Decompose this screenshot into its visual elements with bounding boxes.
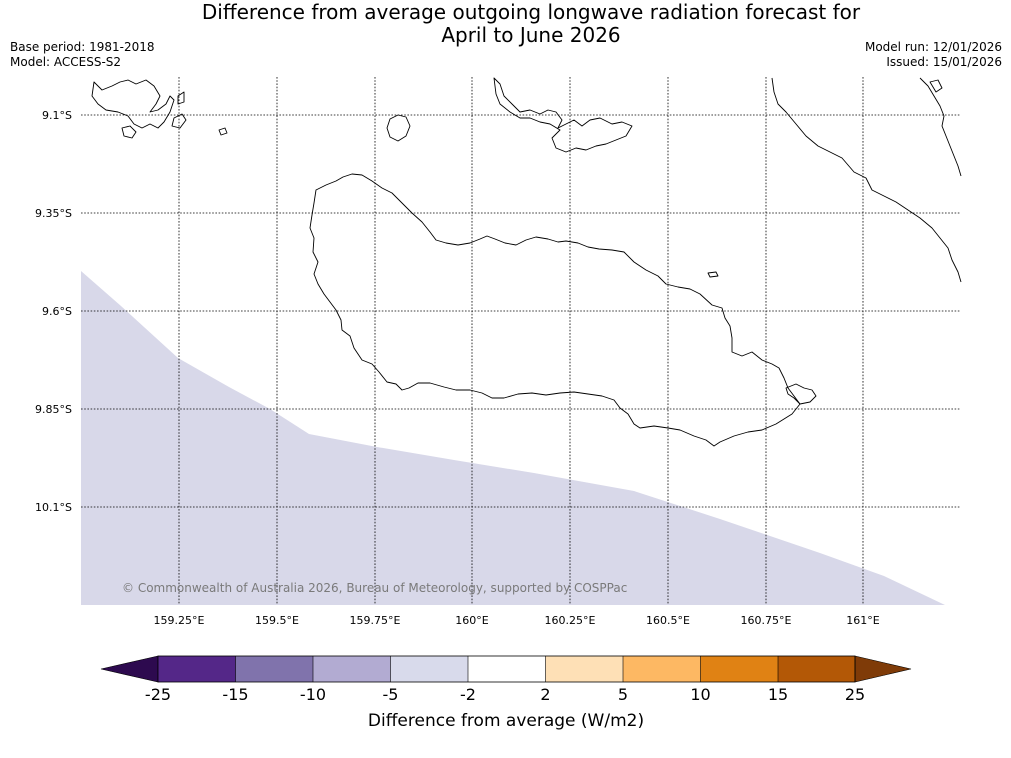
coastline-north-central-islands xyxy=(493,77,633,153)
coastline-northwest-islands xyxy=(91,79,175,129)
colorbar-bin xyxy=(468,656,546,682)
lat-tick-label: 9.1°S xyxy=(42,109,72,122)
colorbar-bin xyxy=(235,656,313,682)
lon-tick-label: 161°E xyxy=(846,614,879,627)
colorbar-label: -2 xyxy=(460,685,476,704)
lon-tick-label: 160.75°E xyxy=(741,614,792,627)
lon-tick-label: 159.75°E xyxy=(350,614,401,627)
map-area xyxy=(81,271,945,605)
title-line-2: April to June 2026 xyxy=(441,23,621,47)
coastline-northeast-coast xyxy=(771,77,962,283)
coastline-main-island xyxy=(309,173,801,447)
coastline-northwest-islet xyxy=(121,125,137,139)
coastline-northeast-islet xyxy=(929,79,943,93)
coastlines xyxy=(91,77,962,447)
base-period-text: Base period: 1981-2018 xyxy=(10,40,155,54)
colorbar-label: 15 xyxy=(768,685,788,704)
lon-tick-label: 160.25°E xyxy=(545,614,596,627)
meta-right: Model run: 12/01/2026 Issued: 15/01/2026 xyxy=(865,40,1002,70)
colorbar-bin xyxy=(158,656,236,682)
lat-tick-label: 10.1°S xyxy=(35,501,72,514)
colorbar: -25 -15 -10 -5 -2 2 5 10 15 25 Differenc… xyxy=(100,655,912,731)
coastline-northwest-islet xyxy=(177,91,185,105)
meta-left: Base period: 1981-2018 Model: ACCESS-S2 xyxy=(10,40,155,70)
lon-tick-label: 160.5°E xyxy=(646,614,690,627)
graticule xyxy=(81,77,961,605)
colorbar-label: -25 xyxy=(145,685,171,704)
colorbar-label: 10 xyxy=(690,685,710,704)
lon-tick-labels: 159.25°E 159.5°E 159.75°E 160°E 160.25°E… xyxy=(154,614,880,627)
lat-tick-label: 9.35°S xyxy=(35,207,72,220)
colorbar-bin xyxy=(623,656,701,682)
coastline-round-islet xyxy=(386,114,411,142)
lon-tick-label: 160°E xyxy=(455,614,488,627)
colorbar-under-triangle xyxy=(100,655,159,683)
chart-title: Difference from average outgoing longwav… xyxy=(0,1,1011,47)
colorbar-label: 5 xyxy=(618,685,628,704)
colorbar-bin xyxy=(545,656,623,682)
coastline-tiny-islet xyxy=(707,271,719,278)
colorbar-bin xyxy=(313,656,391,682)
coastline-northwest-islet xyxy=(171,113,187,129)
coastline-east-islet xyxy=(785,383,817,405)
colorbar-bin xyxy=(700,656,778,682)
lon-tick-label: 159.25°E xyxy=(154,614,205,627)
colorbar-title: Difference from average (W/m2) xyxy=(368,711,644,731)
coastline-northwest-islet xyxy=(218,127,228,136)
lat-tick-label: 9.6°S xyxy=(42,305,72,318)
copyright-text: © Commonwealth of Australia 2026, Bureau… xyxy=(122,581,627,595)
model-run-text: Model run: 12/01/2026 xyxy=(864,40,1002,54)
lat-tick-label: 9.85°S xyxy=(35,403,72,416)
colorbar-over-triangle xyxy=(854,655,912,683)
colorbar-label: -15 xyxy=(222,685,248,704)
lat-tick-labels: 9.1°S 9.35°S 9.6°S 9.85°S 10.1°S xyxy=(35,109,72,514)
issued-text: Issued: 15/01/2026 xyxy=(886,55,1002,69)
anomaly-region xyxy=(81,271,945,605)
model-text: Model: ACCESS-S2 xyxy=(10,55,122,69)
colorbar-label: -5 xyxy=(383,685,399,704)
colorbar-label: 2 xyxy=(540,685,550,704)
lon-tick-label: 159.5°E xyxy=(255,614,299,627)
colorbar-bin xyxy=(778,656,855,682)
colorbar-bin xyxy=(390,656,468,682)
colorbar-label: -10 xyxy=(300,685,326,704)
title-line-1: Difference from average outgoing longwav… xyxy=(201,0,861,24)
coastline-northeast-coast xyxy=(919,77,962,177)
colorbar-label: 25 xyxy=(845,685,865,704)
colorbar-outline xyxy=(157,655,856,683)
